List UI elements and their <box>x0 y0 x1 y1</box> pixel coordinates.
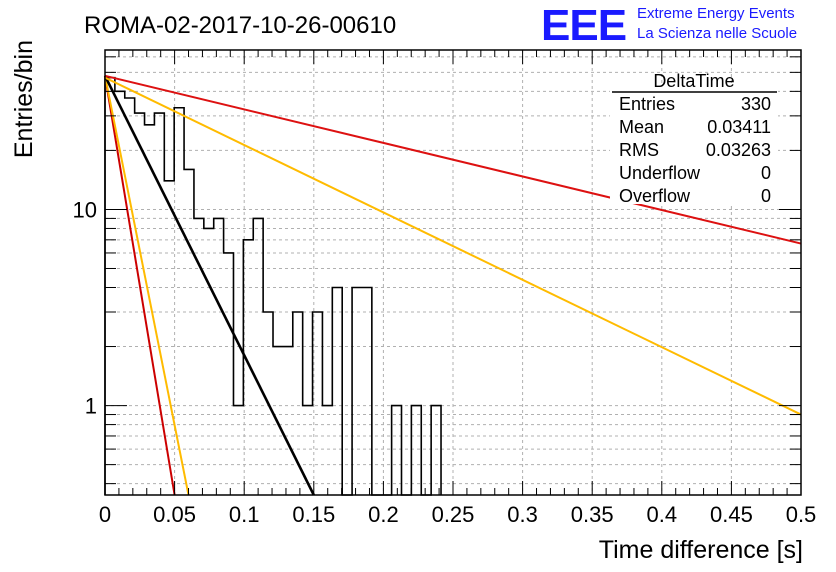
x-tick-label: 0.35 <box>571 502 614 527</box>
stats-box-background <box>610 84 778 204</box>
stats-value-mean: 0.03411 <box>707 117 771 137</box>
logo-line-1: Extreme Energy Events <box>637 5 795 22</box>
ticks <box>104 50 802 495</box>
fit-line-5 <box>104 74 802 245</box>
y-tick-label: 10 <box>73 197 97 222</box>
stats-box: DeltaTime Entries 330 Mean 0.03411 RMS 0… <box>610 71 778 206</box>
x-tick-label: 0 <box>99 502 111 527</box>
stats-label-underflow: Underflow <box>619 163 701 183</box>
x-tick-label: 0.05 <box>153 502 196 527</box>
y-tick-label: 1 <box>85 394 97 419</box>
x-axis-title: Time difference [s] <box>599 536 803 564</box>
y-tick-labels: 1 10 <box>73 197 97 418</box>
x-tick-label: 0.1 <box>229 502 260 527</box>
stats-label-entries: Entries <box>619 94 675 114</box>
x-tick-label: 0.4 <box>647 502 678 527</box>
eee-logo: EEE <box>541 1 626 50</box>
stats-value-rms: 0.03263 <box>706 140 771 160</box>
stats-title: DeltaTime <box>653 71 734 91</box>
x-tick-label: 0.45 <box>710 502 753 527</box>
y-axis-title: Entries/bin <box>10 40 38 158</box>
fit-line-1 <box>104 75 176 496</box>
x-tick-label: 0.25 <box>432 502 475 527</box>
fit-line-2 <box>104 75 190 496</box>
x-tick-label: 0.5 <box>786 502 817 527</box>
stats-value-overflow: 0 <box>761 186 771 206</box>
stats-label-rms: RMS <box>619 140 659 160</box>
stats-label-mean: Mean <box>619 117 664 137</box>
fit-line-3 <box>103 75 315 496</box>
fit-lines <box>103 74 802 496</box>
x-tick-label: 0.3 <box>507 502 538 527</box>
fit-line-4 <box>104 76 802 416</box>
logo-line-2: La Scienza nelle Scuole <box>637 25 797 42</box>
stats-label-overflow: Overflow <box>619 186 691 206</box>
x-tick-labels: 0 0.05 0.1 0.15 0.2 0.25 0.3 0.35 0.4 0.45 0.5 <box>99 502 816 527</box>
x-tick-label: 0.2 <box>368 502 399 527</box>
chart-title: ROMA-02-2017-10-26-00610 <box>84 12 396 39</box>
x-tick-label: 0.15 <box>292 502 335 527</box>
stats-value-underflow: 0 <box>761 163 771 183</box>
stats-value-entries: 330 <box>741 94 771 114</box>
